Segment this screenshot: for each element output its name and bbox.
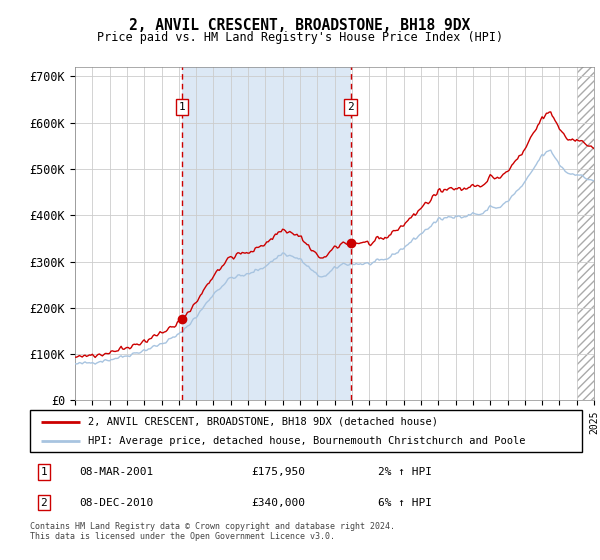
Text: Price paid vs. HM Land Registry's House Price Index (HPI): Price paid vs. HM Land Registry's House … (97, 31, 503, 44)
Text: 6% ↑ HPI: 6% ↑ HPI (378, 498, 432, 507)
Text: 2: 2 (40, 498, 47, 507)
FancyBboxPatch shape (30, 410, 582, 452)
Text: 1: 1 (179, 102, 185, 112)
Text: 2% ↑ HPI: 2% ↑ HPI (378, 467, 432, 477)
Text: £175,950: £175,950 (251, 467, 305, 477)
Text: 1: 1 (40, 467, 47, 477)
Text: £340,000: £340,000 (251, 498, 305, 507)
Text: 2, ANVIL CRESCENT, BROADSTONE, BH18 9DX (detached house): 2, ANVIL CRESCENT, BROADSTONE, BH18 9DX … (88, 417, 438, 427)
Bar (182, 67, 350, 400)
Text: 2: 2 (347, 102, 354, 112)
Text: 08-DEC-2010: 08-DEC-2010 (80, 498, 154, 507)
Text: HPI: Average price, detached house, Bournemouth Christchurch and Poole: HPI: Average price, detached house, Bour… (88, 436, 526, 446)
Text: 08-MAR-2001: 08-MAR-2001 (80, 467, 154, 477)
Text: 2, ANVIL CRESCENT, BROADSTONE, BH18 9DX: 2, ANVIL CRESCENT, BROADSTONE, BH18 9DX (130, 18, 470, 33)
Text: Contains HM Land Registry data © Crown copyright and database right 2024.
This d: Contains HM Land Registry data © Crown c… (30, 522, 395, 542)
